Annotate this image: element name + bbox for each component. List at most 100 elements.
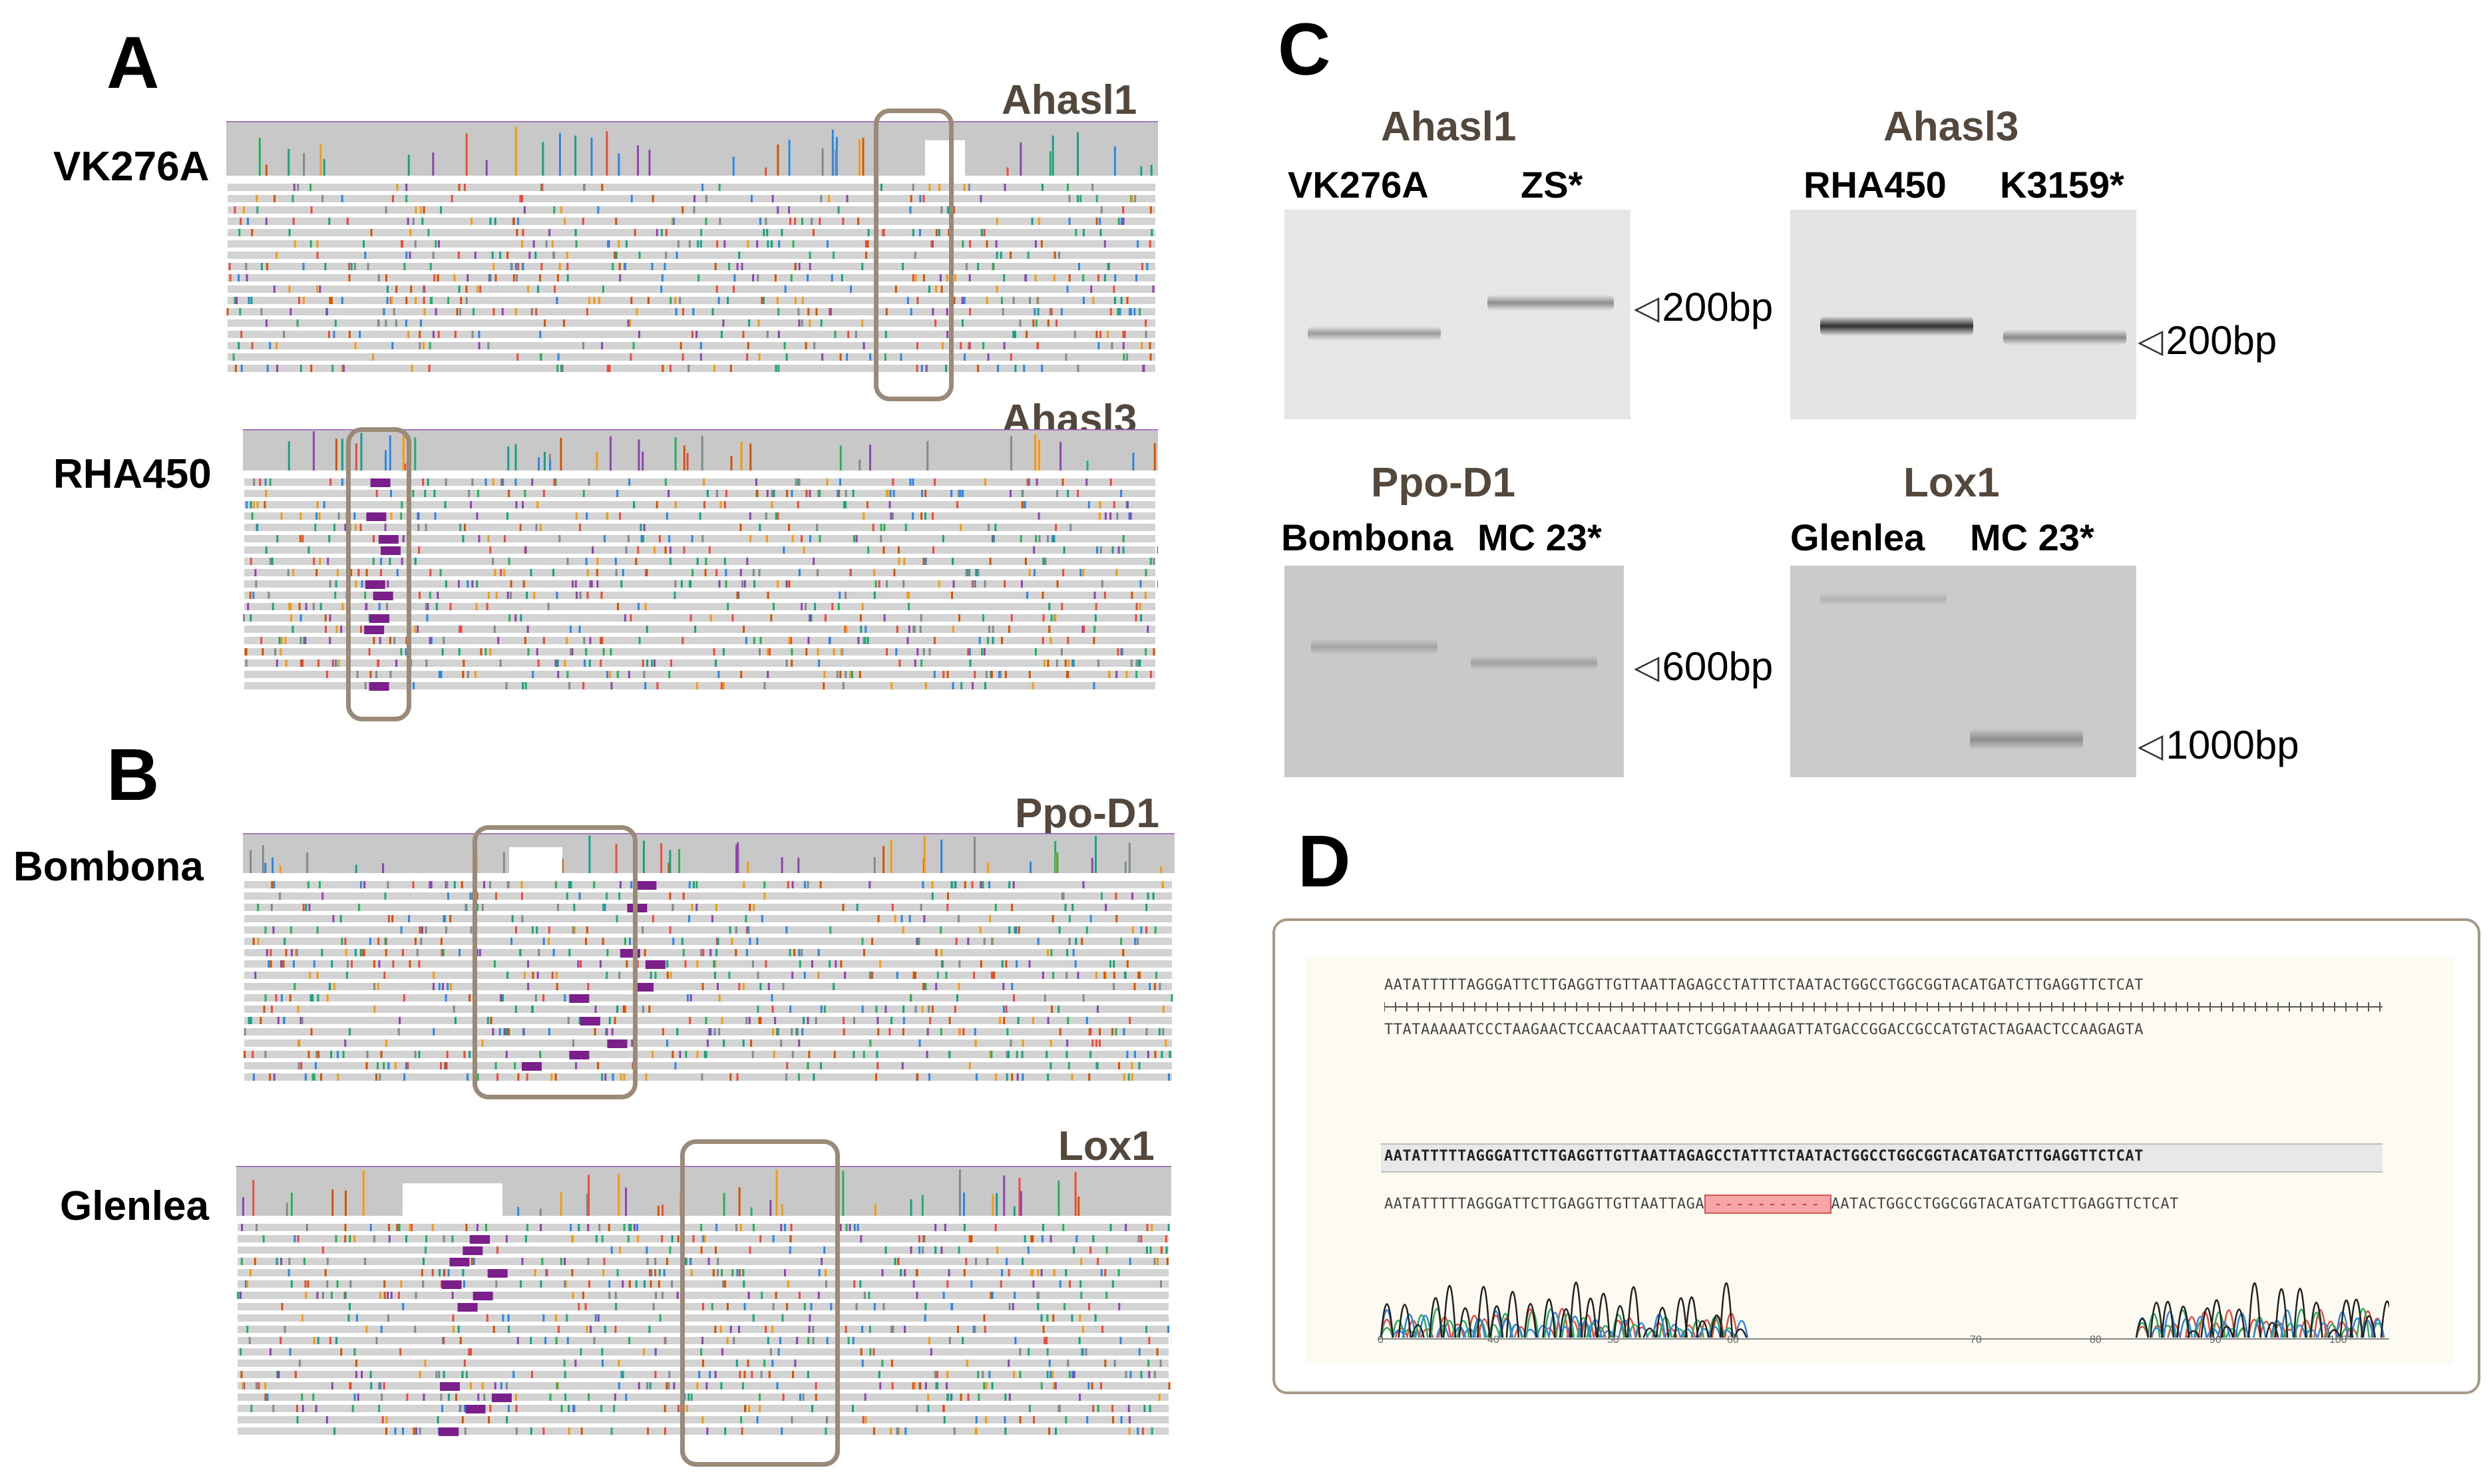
mismatch-mark (658, 1269, 661, 1276)
mismatch-mark (895, 648, 898, 655)
read-row (228, 285, 1155, 293)
mismatch-mark (1014, 1337, 1017, 1344)
mismatch-mark (512, 218, 515, 225)
mismatch-mark (752, 1314, 755, 1322)
mismatch-mark (1101, 892, 1103, 900)
mismatch-mark (566, 274, 569, 281)
mismatch-mark (572, 1292, 574, 1299)
mismatch-mark (511, 915, 514, 922)
mismatch-mark (369, 1371, 372, 1378)
mismatch-mark (696, 1382, 699, 1390)
mismatch-mark (385, 949, 387, 956)
mismatch-mark (876, 1062, 879, 1069)
mismatch-mark (961, 490, 964, 497)
mismatch-mark (684, 960, 687, 968)
read-row (238, 1280, 1169, 1288)
mismatch-mark (992, 263, 994, 270)
mismatch-mark (886, 648, 888, 655)
mismatch-mark (252, 592, 255, 599)
mismatch-mark (1126, 960, 1129, 968)
mismatch-mark (405, 297, 408, 304)
mismatch-mark (560, 1258, 562, 1265)
mismatch-mark (1081, 938, 1083, 945)
mismatch-mark (349, 1280, 352, 1288)
mismatch-mark (919, 195, 922, 202)
mismatch-mark (475, 603, 478, 610)
mismatch-mark (344, 524, 347, 531)
mismatch-mark (935, 285, 938, 293)
mismatch-mark (510, 263, 513, 270)
coverage-variant (485, 160, 488, 176)
mismatch-mark (1113, 285, 1115, 293)
mismatch-mark (505, 1382, 508, 1390)
mismatch-mark (512, 1371, 515, 1378)
mismatch-mark (773, 1051, 775, 1058)
mismatch-mark (443, 1235, 445, 1242)
mismatch-mark (924, 1314, 926, 1322)
mismatch-mark (632, 1062, 634, 1069)
coverage-variant (821, 148, 824, 176)
mismatch-mark (618, 263, 621, 270)
mismatch-mark (772, 1235, 775, 1242)
mismatch-mark (1028, 1348, 1030, 1356)
mismatch-mark (1064, 659, 1067, 667)
mismatch-mark (614, 1326, 617, 1333)
mismatch-mark (892, 512, 894, 520)
mismatch-mark (756, 240, 759, 248)
mismatch-mark (808, 1051, 811, 1058)
mismatch-mark (264, 1393, 267, 1401)
mismatch-mark (387, 881, 389, 888)
mismatch-mark (377, 319, 379, 327)
coverage-variant (264, 862, 267, 873)
mismatch-mark (542, 938, 545, 945)
mismatch-mark (670, 297, 672, 304)
mismatch-mark (515, 501, 518, 508)
mismatch-mark (843, 1028, 845, 1035)
mismatch-mark (363, 881, 366, 888)
mismatch-mark (600, 592, 603, 599)
mismatch-mark (564, 659, 566, 667)
mismatch-mark (337, 1051, 339, 1058)
mismatch-mark (617, 603, 620, 610)
mismatch-mark (347, 960, 349, 968)
mismatch-mark (461, 881, 463, 888)
mismatch-mark (514, 926, 517, 934)
mismatch-mark (1046, 1314, 1049, 1322)
mismatch-mark (932, 546, 934, 554)
mismatch-mark (853, 1017, 856, 1024)
mismatch-mark (335, 626, 338, 633)
mismatch-mark (923, 1235, 926, 1242)
mismatch-mark (761, 297, 763, 304)
mismatch-mark (344, 1224, 347, 1231)
mismatch-mark (412, 490, 415, 497)
mismatch-mark (753, 580, 756, 588)
mismatch-mark (429, 637, 431, 644)
mismatch-mark (904, 1326, 906, 1333)
mismatch-mark (759, 1235, 762, 1242)
mismatch-mark (578, 524, 581, 531)
mismatch-mark (604, 1073, 607, 1081)
mismatch-mark (260, 308, 263, 315)
mismatch-mark (298, 1360, 301, 1367)
mismatch-mark (383, 308, 385, 315)
mismatch-mark (771, 1006, 774, 1013)
mismatch-mark (240, 365, 243, 372)
mismatch-mark (502, 478, 504, 486)
mismatch-mark (983, 1382, 986, 1390)
mismatch-mark (809, 263, 811, 270)
mismatch-mark (758, 569, 761, 576)
mismatch-mark (334, 592, 337, 599)
mismatch-mark (924, 1382, 927, 1390)
mismatch-mark (993, 972, 996, 979)
mismatch-mark (1026, 592, 1029, 599)
highlight-box-ahasl3 (346, 427, 411, 721)
mismatch-mark (1082, 229, 1085, 236)
mismatch-mark (606, 892, 608, 900)
mismatch-mark (646, 1258, 649, 1265)
mismatch-mark (986, 1258, 989, 1265)
mismatch-mark (566, 1337, 569, 1344)
mismatch-mark (489, 1405, 492, 1412)
mismatch-mark (723, 501, 726, 508)
mismatch-mark (988, 881, 991, 888)
mismatch-mark (572, 926, 574, 934)
